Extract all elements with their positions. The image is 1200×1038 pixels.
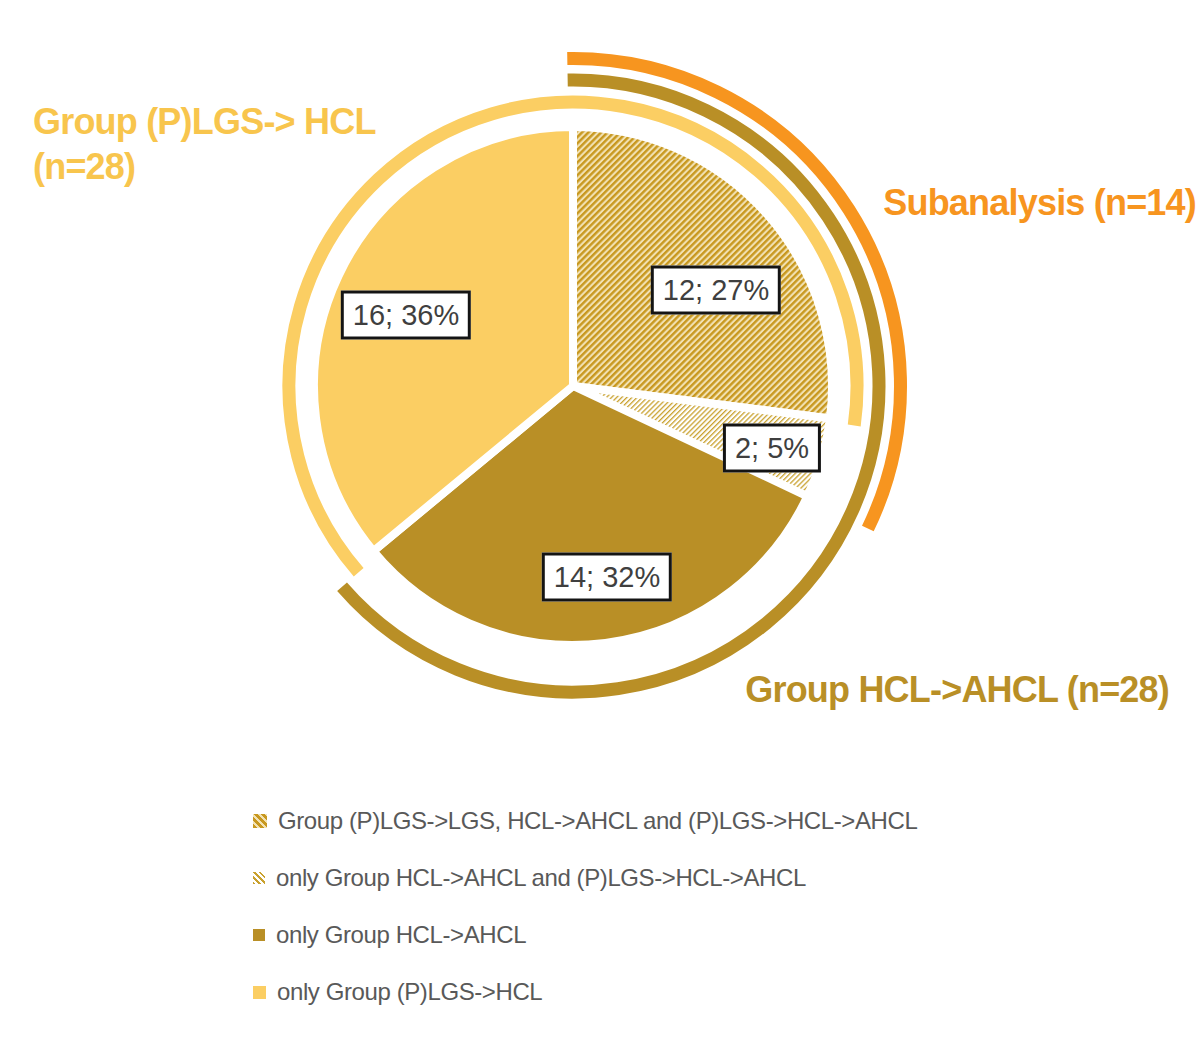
label-group-plgs-hcl: Group (P)LGS-> HCL (n=28) xyxy=(33,100,376,189)
label-subanalysis: Subanalysis (n=14) xyxy=(883,181,1196,226)
slice-label-12-27: 12; 27% xyxy=(651,266,781,315)
label-group-plgs-hcl-line1: Group (P)LGS-> HCL xyxy=(33,100,376,145)
label-group-hcl-ahcl: Group HCL->AHCL (n=28) xyxy=(745,668,1169,713)
pie-infographic: Group (P)LGS-> HCL (n=28) Subanalysis (n… xyxy=(0,0,1200,1038)
legend-swatch-solid-yellow xyxy=(253,986,266,999)
legend-label: only Group HCL->AHCL xyxy=(276,921,526,949)
legend-item-1: only Group HCL->AHCL and (P)LGS->HCL->AH… xyxy=(253,863,917,893)
legend-item-0: Group (P)LGS->LGS, HCL->AHCL and (P)LGS-… xyxy=(253,806,917,836)
legend-swatch-hatch-fine xyxy=(253,872,265,884)
legend-label: only Group HCL->AHCL and (P)LGS->HCL->AH… xyxy=(276,864,806,892)
legend-item-2: only Group HCL->AHCL xyxy=(253,920,917,950)
legend-label: Group (P)LGS->LGS, HCL->AHCL and (P)LGS-… xyxy=(278,807,917,835)
legend-swatch-solid-gold xyxy=(253,929,265,941)
legend-label: only Group (P)LGS->HCL xyxy=(277,978,542,1006)
slice-label-16-36: 16; 36% xyxy=(341,291,471,340)
label-group-plgs-hcl-line2: (n=28) xyxy=(33,145,376,190)
legend-swatch-hatch-bold xyxy=(253,814,267,828)
slice-label-14-32: 14; 32% xyxy=(542,553,672,602)
legend: Group (P)LGS->LGS, HCL->AHCL and (P)LGS-… xyxy=(253,806,917,1034)
legend-item-3: only Group (P)LGS->HCL xyxy=(253,977,917,1007)
slice-label-2-5: 2; 5% xyxy=(723,424,821,473)
